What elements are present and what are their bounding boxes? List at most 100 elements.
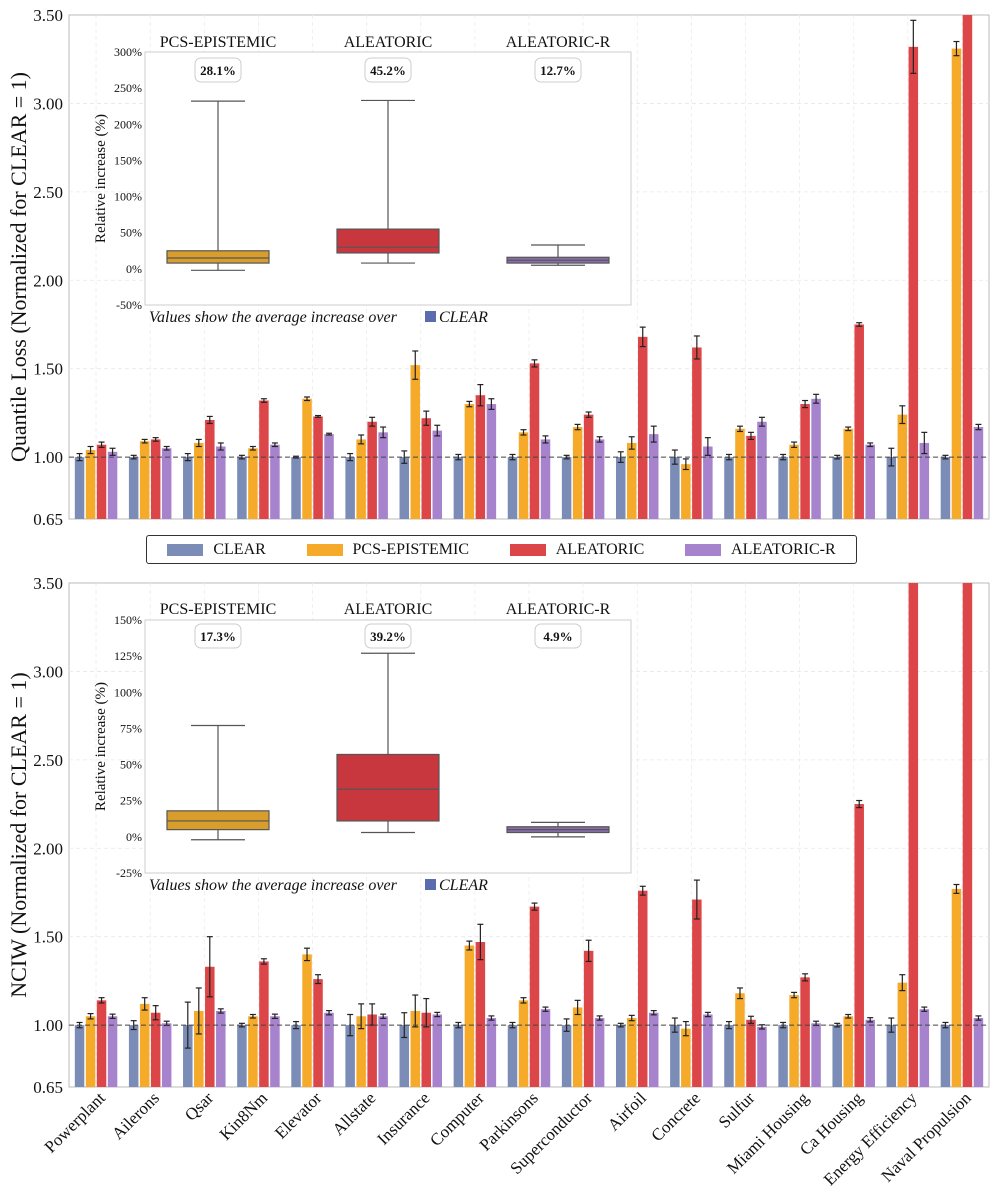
panel2-inset-ytick-label: 75% [120,721,142,735]
panel2-bar-aleatoric-r-concrete [703,1014,713,1087]
panel2-inset-badge-text-aleatoric: 39.2% [370,629,406,644]
panel2-inset-caption: Values show the average increase over [149,877,398,894]
panel2-ytick-label: 1.00 [33,1016,63,1035]
panel2-ytick-label: 3.50 [33,574,63,593]
legend-label-clear: CLEAR [213,540,266,558]
panel2-bar-clear-sulfur [724,1025,734,1087]
panel1-ytick-label: 1.00 [33,448,63,467]
panel1-inset-ytick-label: 200% [114,117,142,131]
panel1-bar-pcs-epistemic-concrete [681,464,691,519]
panel2-bar-aleatoric-airfoil [637,890,648,1087]
panel2-bar-aleatoric-r-allstate [378,1016,388,1087]
panel2-bar-aleatoric-superconductor [583,950,594,1087]
panel1-bar-pcs-epistemic-insurance [410,365,421,519]
panel1-bar-aleatoric-r-elevator [324,434,334,519]
panel1-bar-pcs-epistemic-qsar [194,442,204,519]
panel1-bar-aleatoric-insurance [421,418,432,519]
panel2-xtick-label: Insurance [373,1088,433,1148]
panel1-inset-badge-text-aleatoric-r: 12.7% [540,63,576,78]
panel1-bar-pcs-epistemic-airfoil [626,442,637,519]
panel1-bar-aleatoric-r-sulfur [757,421,767,519]
panel1-bar-aleatoric-kin8nm [259,400,269,519]
panel1-bar-clear-airfoil [615,457,626,519]
panel2-bar-aleatoric-qsar [205,966,215,1087]
panel2-bar-aleatoric-energy-efficiency [908,583,919,1087]
panel1-bar-clear-elevator [291,457,301,519]
panel2-bar-clear-superconductor [561,1025,572,1087]
panel2-bar-aleatoric-r-qsar [216,1010,226,1087]
panel1-inset-group-label-aleatoric-r: ALEATORIC-R [506,34,611,51]
legend-item-aleatoric: ALEATORIC [509,540,645,559]
legend-swatch-pcs-epistemic [306,543,343,556]
panel1-bar-pcs-epistemic-elevator [302,398,312,519]
panel2-inset-badge-aleatoric-r [534,623,582,649]
panel2-bar-aleatoric-r-miami-housing [811,1023,821,1087]
panel2-bar-pcs-epistemic-elevator [302,954,312,1087]
panel2-inset-ytick-label: 150% [114,613,142,627]
panel2-bar-clear-naval-propulsion [940,1025,951,1087]
panel2-bar-pcs-epistemic-concrete [681,1028,691,1087]
panel1-bar-aleatoric-parkinsons [529,363,540,519]
panel1-bar-clear-allstate [345,457,355,519]
panel1-bar-pcs-epistemic-sulfur [735,428,745,519]
panel2-bar-aleatoric-r-parkinsons [540,1009,551,1087]
panel2-bar-aleatoric-insurance [421,1012,432,1087]
panel1-bar-aleatoric-airfoil [637,336,648,519]
panel2-bar-pcs-epistemic-qsar [194,1010,204,1087]
legend-swatch-aleatoric [509,543,546,556]
legend-swatch-aleatoric-r [685,543,722,556]
panel2-bar-aleatoric-elevator [313,979,323,1087]
panel1-inset-badge-aleatoric-r [534,57,582,83]
panel2-bar-clear-allstate [345,1025,355,1087]
panel1-inset-caption-ref: CLEAR [439,309,488,326]
panel1-bar-pcs-epistemic-superconductor [572,427,583,519]
panel1-ytick-label: 3.50 [33,6,63,25]
panel2-inset-caption-ref: CLEAR [439,877,488,894]
panel2-bar-aleatoric-concrete [692,899,702,1087]
panel1-bar-aleatoric-r-ailerons [161,448,172,519]
panel2-bar-pcs-epistemic-sulfur [735,993,745,1087]
panel2-bar-aleatoric-parkinsons [529,906,540,1087]
panel1-bar-clear-energy-efficiency [886,457,897,519]
panel2-inset-y-axis-label: Relative increase (%) [93,682,109,811]
panel2-ytick-label: 2.00 [33,839,63,858]
panel1-bar-clear-ca-housing [832,457,842,519]
panel2-xtick-label: Allstate [329,1088,380,1139]
panel1-inset-group-label-pcs-epistemic: PCS-EPISTEMIC [160,34,276,51]
panel1-bar-clear-qsar [183,457,193,519]
panel1-bar-aleatoric-r-energy-efficiency [919,442,930,519]
panel2-bar-clear-ailerons [128,1025,139,1087]
panel2-bar-pcs-epistemic-computer [464,945,475,1087]
panel2-bar-pcs-epistemic-parkinsons [518,1000,529,1087]
panel2-inset-box-aleatoric [336,753,440,822]
panel2-xtick-label: Powerplant [41,1088,109,1156]
panel1-chart: 0.65 1.00 1.50 2.00 2.50 3.00 3.50 Quantile Los… [6,6,990,529]
panel2-bar-aleatoric-r-ailerons [161,1023,172,1087]
panel2-bar-aleatoric-ca-housing [854,804,864,1087]
panel1-bar-clear-miami-housing [778,457,788,519]
panel2-inset-badge-text-pcs-epistemic: 17.3% [200,629,236,644]
panel2-bar-aleatoric-miami-housing [800,977,810,1087]
panel2-bar-aleatoric-r-powerplant [107,1016,118,1087]
panel2-bar-pcs-epistemic-ca-housing [843,1016,853,1087]
panel2-xtick-label: Elevator [271,1088,325,1142]
panel1-bar-aleatoric-powerplant [96,444,107,519]
panel1-bar-pcs-epistemic-energy-efficiency [897,414,908,519]
panel2-inset-group-label-aleatoric-r: ALEATORIC-R [506,601,611,618]
panel1-inset-badge-pcs-epistemic [194,57,242,83]
panel2-bar-clear-ca-housing [832,1025,842,1087]
panel1-bar-aleatoric-sulfur [746,435,756,519]
panel1-ytick-label: 0.65 [33,510,63,529]
panel1-bar-aleatoric-r-powerplant [107,451,118,519]
panel1-bar-aleatoric-allstate [367,421,377,519]
legend: CLEAR PCS-EPISTEMIC ALEATORIC ALEATORIC-… [146,535,857,564]
panel2-bar-aleatoric-allstate [367,1014,377,1087]
panel2-bar-aleatoric-r-kin8nm [270,1016,280,1087]
panel2-inset: -25% 0% 25% 50% 75% 100% 125% 150% Relative incr… [93,601,632,894]
panel2-bar-clear-qsar [183,1025,193,1087]
panel1-bar-pcs-epistemic-computer [464,404,475,519]
panel1-bar-clear-computer [453,457,464,519]
legend-label-aleatoric: ALEATORIC [555,540,645,558]
panel1-ytick-label: 2.50 [33,183,63,202]
panel1-bar-clear-concrete [670,457,680,519]
